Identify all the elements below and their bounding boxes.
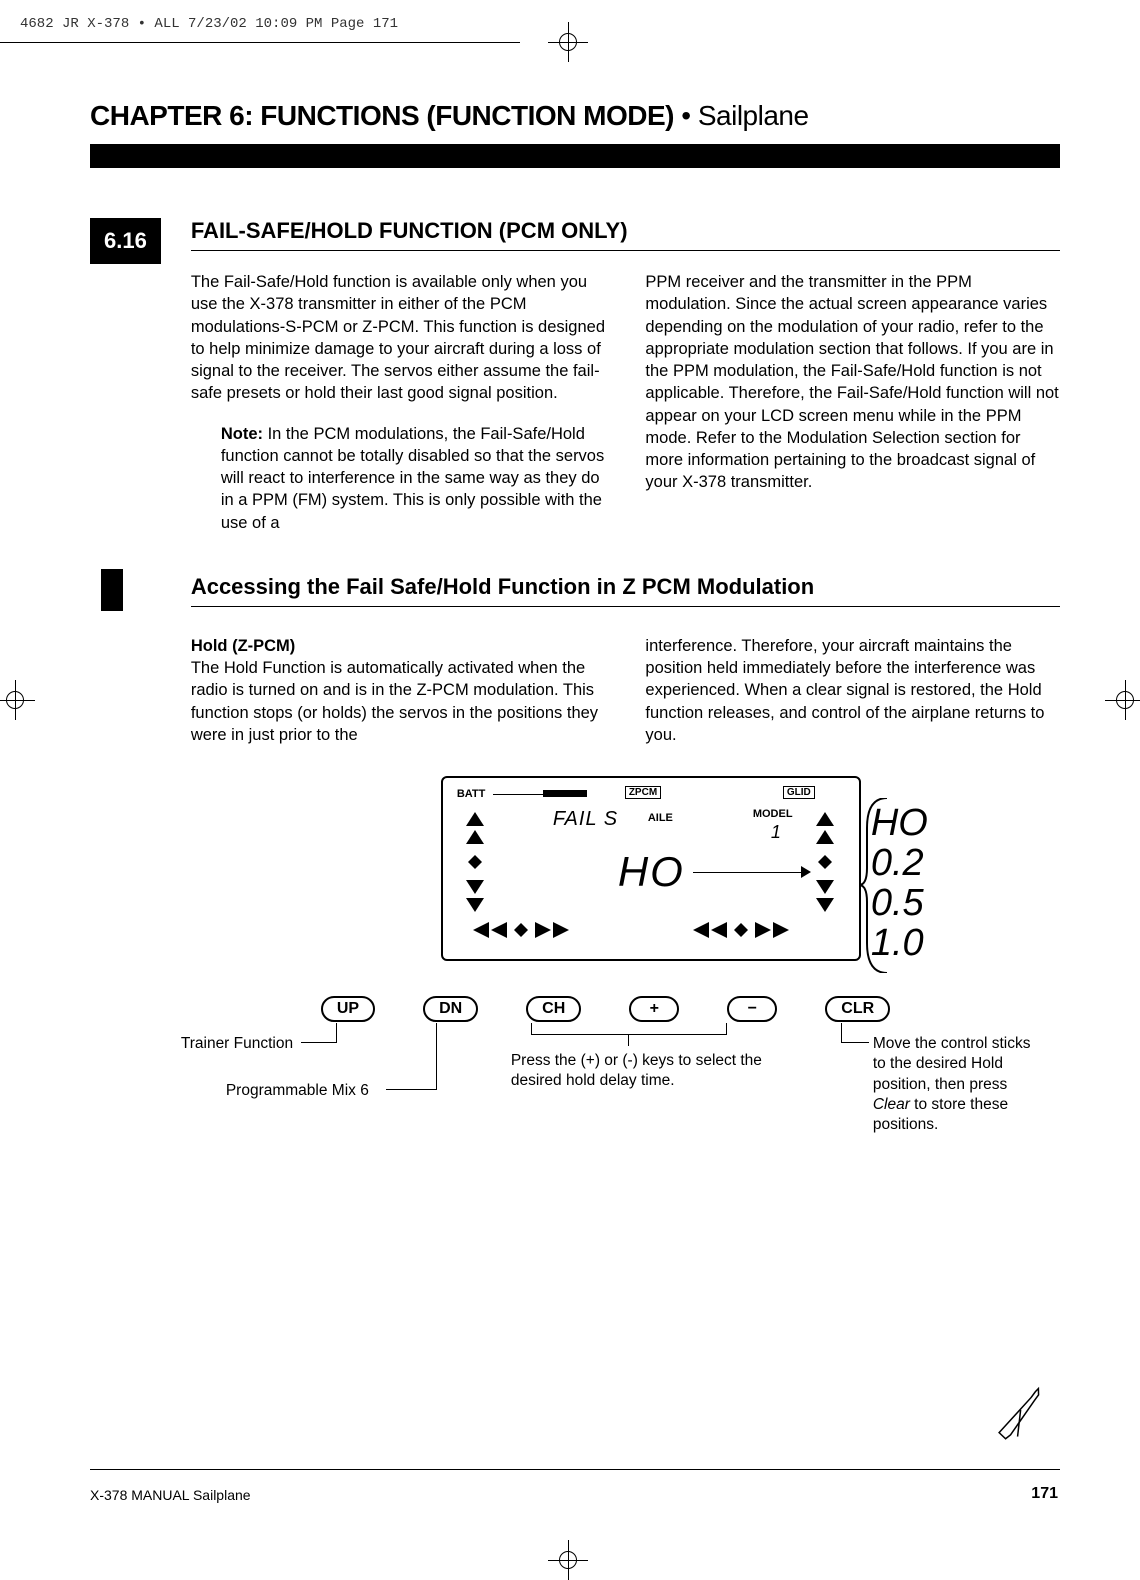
callout-trainer-line bbox=[301, 1042, 336, 1043]
registration-mark bbox=[548, 22, 588, 62]
button-row: UP DN CH + − CLR bbox=[321, 996, 890, 1022]
ch-button[interactable]: CH bbox=[526, 996, 581, 1022]
footer-left: X-378 MANUAL Sailplane bbox=[90, 1487, 251, 1503]
section-col2: PPM receiver and the transmitter in the … bbox=[645, 271, 1060, 534]
sailplane-icon bbox=[987, 1386, 1057, 1453]
subsection-col2: interference. Therefore, your aircraft m… bbox=[645, 635, 1060, 746]
section-col2-p1: PPM receiver and the transmitter in the … bbox=[645, 271, 1060, 494]
section-heading: FAIL-SAFE/HOLD FUNCTION (PCM ONLY) bbox=[191, 218, 1060, 251]
side-value-2: 0.5 bbox=[871, 884, 928, 924]
bracket-stem bbox=[628, 1034, 629, 1046]
page-content: CHAPTER 6: FUNCTIONS (FUNCTION MODE) • S… bbox=[90, 100, 1060, 1236]
callout-progmix: Programmable Mix 6 bbox=[226, 1081, 369, 1101]
callout-move-line bbox=[841, 1042, 869, 1043]
bracket-l bbox=[531, 1023, 532, 1035]
subsection-heading: Accessing the Fail Safe/Hold Function in… bbox=[191, 574, 1060, 607]
lcd-glid-box: GLID bbox=[783, 786, 815, 799]
side-values: HO 0.2 0.5 1.0 bbox=[871, 804, 928, 964]
batt-bar bbox=[543, 790, 587, 797]
up-button[interactable]: UP bbox=[321, 996, 375, 1022]
lcd-screen: BATT ZPCM GLID FAIL S AILE MODEL 1 HO bbox=[441, 776, 861, 961]
subsection-marker bbox=[101, 569, 123, 611]
pointer-line bbox=[693, 872, 808, 873]
registration-mark bbox=[1105, 680, 1140, 720]
subsection-row: Accessing the Fail Safe/Hold Function in… bbox=[191, 574, 1060, 607]
subsection-col2-body: interference. Therefore, your aircraft m… bbox=[645, 635, 1060, 746]
plus-button[interactable]: + bbox=[629, 996, 679, 1022]
lcd-right-arrows bbox=[813, 812, 837, 912]
callout-move-italic: Clear bbox=[873, 1096, 910, 1113]
pointer-head bbox=[801, 866, 811, 878]
section-number-badge: 6.16 bbox=[90, 218, 161, 264]
lcd-bottom-right-arrows bbox=[693, 923, 803, 937]
footer-rule bbox=[90, 1469, 1060, 1470]
lcd-model-no: 1 bbox=[771, 822, 782, 843]
section-body: The Fail-Safe/Hold function is available… bbox=[191, 271, 1060, 534]
section-row: 6.16 FAIL-SAFE/HOLD FUNCTION (PCM ONLY) … bbox=[90, 218, 1060, 1236]
chapter-title-light: • Sailplane bbox=[674, 100, 809, 131]
callout-presskeys: Press the (+) or (-) keys to select the … bbox=[511, 1051, 771, 1091]
subsection-col1: Hold (Z-PCM) The Hold Function is automa… bbox=[191, 635, 606, 746]
callout-move-text: Move the control sticks to the desired H… bbox=[873, 1035, 1031, 1092]
side-value-1: 0.2 bbox=[871, 844, 928, 884]
clr-button[interactable]: CLR bbox=[825, 996, 890, 1022]
callout-progmix-line-v bbox=[436, 1023, 437, 1090]
note-label: Note: bbox=[221, 425, 268, 443]
footer-page-number: 171 bbox=[1031, 1485, 1058, 1503]
hold-label: Hold (Z-PCM) bbox=[191, 637, 295, 655]
section-col1: The Fail-Safe/Hold function is available… bbox=[191, 271, 606, 534]
note-body: In the PCM modulations, the Fail-Safe/Ho… bbox=[221, 425, 604, 532]
callout-trainer-line-v bbox=[336, 1023, 337, 1043]
dn-button[interactable]: DN bbox=[423, 996, 478, 1022]
callout-trainer: Trainer Function bbox=[181, 1034, 293, 1054]
lcd-zpcm-box: ZPCM bbox=[625, 786, 661, 799]
subsection-col1-body: The Hold Function is automatically activ… bbox=[191, 657, 606, 746]
chapter-title: CHAPTER 6: FUNCTIONS (FUNCTION MODE) • S… bbox=[90, 100, 1060, 132]
lcd-fail-s: FAIL S bbox=[553, 808, 618, 831]
diagram: BATT ZPCM GLID FAIL S AILE MODEL 1 HO bbox=[191, 776, 1060, 1236]
lcd-aile: AILE bbox=[648, 812, 673, 824]
callout-progmix-line bbox=[386, 1089, 436, 1090]
lcd-ho: HO bbox=[618, 848, 685, 896]
print-job-header: 4682 JR X-378 • ALL 7/23/02 10:09 PM Pag… bbox=[20, 16, 398, 32]
registration-mark bbox=[0, 680, 35, 720]
bracket-r bbox=[726, 1023, 727, 1035]
side-value-0: HO bbox=[871, 804, 928, 844]
minus-button[interactable]: − bbox=[727, 996, 777, 1022]
lcd-left-arrows bbox=[463, 812, 487, 912]
subsection-body: Hold (Z-PCM) The Hold Function is automa… bbox=[191, 635, 1060, 746]
reg-line bbox=[0, 42, 520, 43]
section-note: Note: In the PCM modulations, the Fail-S… bbox=[191, 423, 606, 534]
callout-move: Move the control sticks to the desired H… bbox=[873, 1034, 1043, 1135]
chapter-bar bbox=[90, 144, 1060, 168]
registration-mark bbox=[548, 1540, 588, 1580]
lcd-batt-label: BATT bbox=[457, 788, 486, 800]
side-value-3: 1.0 bbox=[871, 924, 928, 964]
section-content: FAIL-SAFE/HOLD FUNCTION (PCM ONLY) The F… bbox=[191, 218, 1060, 1236]
lcd-model: MODEL bbox=[753, 808, 793, 820]
lcd-bottom-left-arrows bbox=[473, 923, 583, 937]
callout-move-line-v bbox=[841, 1023, 842, 1043]
chapter-title-bold: CHAPTER 6: FUNCTIONS (FUNCTION MODE) bbox=[90, 100, 674, 131]
section-col1-p1: The Fail-Safe/Hold function is available… bbox=[191, 271, 606, 405]
